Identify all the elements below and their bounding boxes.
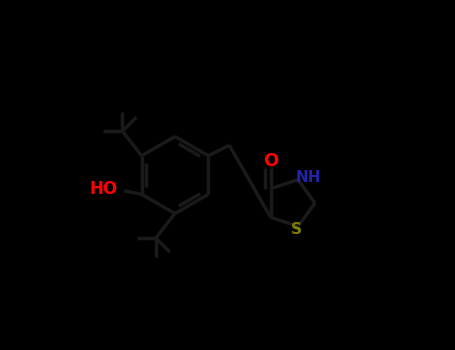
Text: S: S (291, 222, 302, 237)
Text: HO: HO (89, 180, 117, 198)
Text: NH: NH (296, 170, 321, 186)
Text: O: O (263, 152, 278, 170)
